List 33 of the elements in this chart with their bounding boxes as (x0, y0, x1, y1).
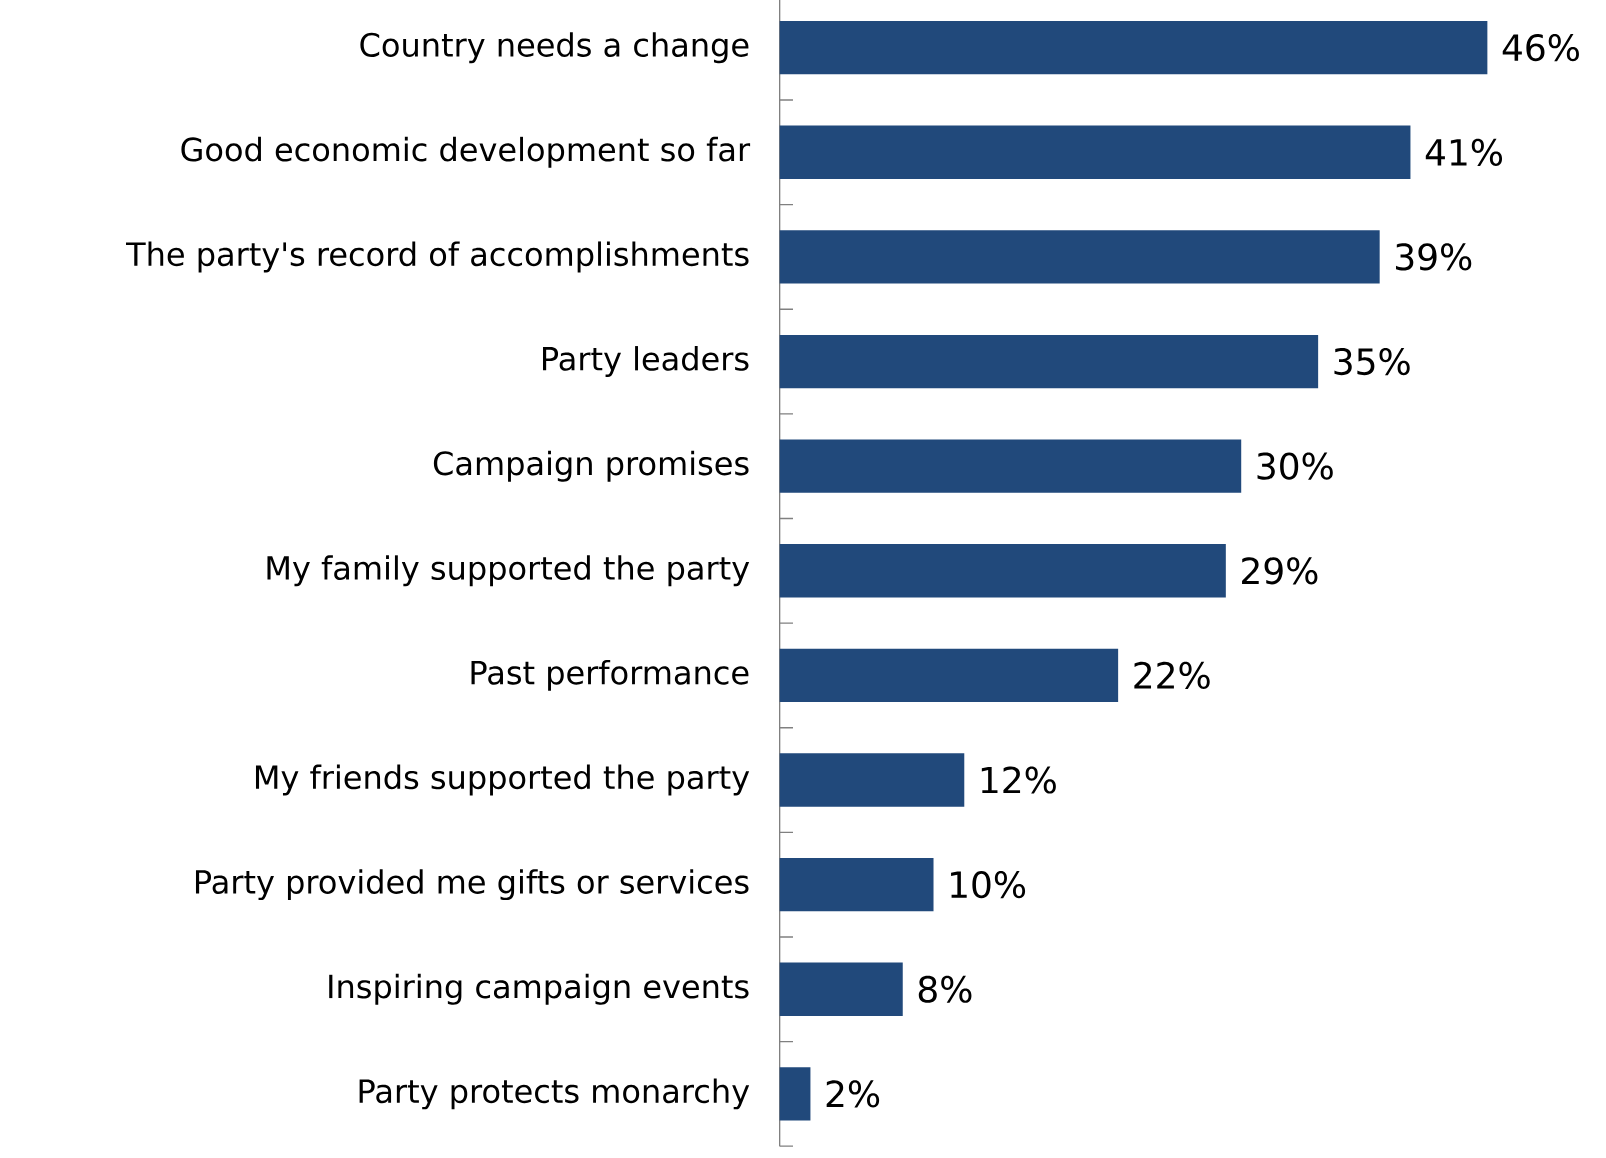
data-label: 10% (951, 870, 1026, 899)
y-tick-label: Party provided me gifts or services (195, 869, 749, 901)
data-label: 8% (918, 975, 972, 1003)
bar (779, 544, 1226, 598)
bar (779, 439, 1242, 493)
y-tick-label: Party protects monarchy (359, 1078, 750, 1110)
bar (779, 962, 903, 1016)
data-label: 29% (1242, 557, 1318, 585)
data-label: 46% (1502, 33, 1579, 62)
y-tick-label: The party's record of accomplishments (126, 241, 749, 273)
y-tick-label: Good economic development so far (181, 136, 751, 168)
y-tick-label: Party leaders (543, 345, 749, 377)
bar (779, 20, 1488, 75)
bar (779, 230, 1380, 284)
y-tick-label: Country needs a change (360, 32, 749, 64)
y-tick-label: My friends supported the party (255, 764, 750, 796)
y-tick-label: Inspiring campaign events (329, 973, 749, 1005)
y-tick-label: Past performance (471, 659, 749, 691)
bar (779, 334, 1319, 389)
data-label: 22% (1134, 661, 1210, 689)
bar (779, 857, 934, 912)
data-label: 41% (1425, 138, 1503, 166)
bar (779, 125, 1411, 179)
data-label: 2% (826, 1080, 880, 1108)
data-label: 30% (1257, 452, 1333, 480)
bar (779, 1067, 811, 1121)
y-tick-label: My family supported the party (267, 555, 750, 587)
bar (779, 753, 965, 807)
data-label: 39% (1396, 243, 1472, 271)
data-label: 12% (981, 766, 1056, 794)
y-tick-label: Campaign promises (433, 450, 749, 482)
data-label: 35% (1334, 347, 1410, 376)
bar (779, 648, 1119, 702)
